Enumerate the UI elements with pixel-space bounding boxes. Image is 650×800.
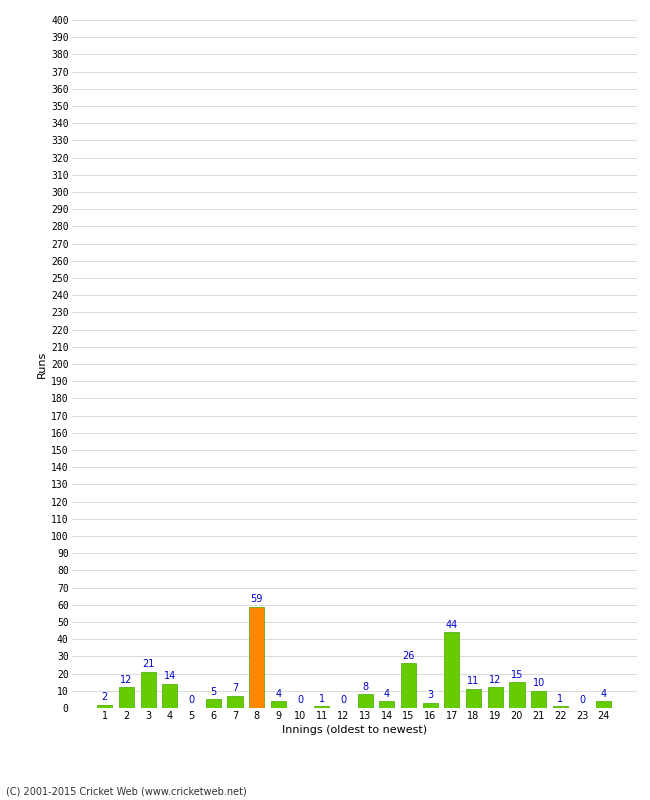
Bar (510, 682, 525, 708)
Bar (271, 701, 286, 708)
Bar (358, 694, 372, 708)
Text: 3: 3 (427, 690, 434, 700)
Bar (401, 663, 416, 708)
Text: 21: 21 (142, 659, 154, 670)
X-axis label: Innings (oldest to newest): Innings (oldest to newest) (281, 725, 427, 735)
Text: 15: 15 (511, 670, 523, 680)
Bar (162, 684, 177, 708)
Text: 5: 5 (210, 687, 216, 697)
Text: 4: 4 (601, 689, 606, 698)
Y-axis label: Runs: Runs (37, 350, 47, 378)
Bar (314, 706, 330, 708)
Text: 2: 2 (101, 692, 108, 702)
Text: 11: 11 (467, 677, 480, 686)
Bar (227, 696, 242, 708)
Bar (466, 689, 481, 708)
Bar (444, 632, 460, 708)
Text: 4: 4 (275, 689, 281, 698)
Text: 0: 0 (188, 695, 194, 706)
Bar (205, 699, 221, 708)
Bar (140, 672, 156, 708)
Bar (552, 706, 568, 708)
Text: 12: 12 (120, 674, 133, 685)
Text: 8: 8 (362, 682, 368, 692)
Text: 4: 4 (384, 689, 390, 698)
Text: 12: 12 (489, 674, 501, 685)
Text: 44: 44 (446, 620, 458, 630)
Text: 0: 0 (579, 695, 585, 706)
Bar (249, 606, 265, 708)
Bar (422, 703, 437, 708)
Text: 1: 1 (557, 694, 564, 704)
Bar (119, 687, 134, 708)
Bar (531, 690, 546, 708)
Bar (379, 701, 395, 708)
Text: (C) 2001-2015 Cricket Web (www.cricketweb.net): (C) 2001-2015 Cricket Web (www.cricketwe… (6, 786, 247, 796)
Text: 0: 0 (297, 695, 303, 706)
Text: 0: 0 (341, 695, 346, 706)
Text: 59: 59 (250, 594, 263, 604)
Bar (98, 705, 112, 708)
Bar (596, 701, 611, 708)
Text: 1: 1 (318, 694, 325, 704)
Text: 10: 10 (532, 678, 545, 688)
Text: 26: 26 (402, 650, 415, 661)
Bar (488, 687, 503, 708)
Text: 7: 7 (232, 683, 238, 694)
Text: 14: 14 (164, 671, 176, 682)
